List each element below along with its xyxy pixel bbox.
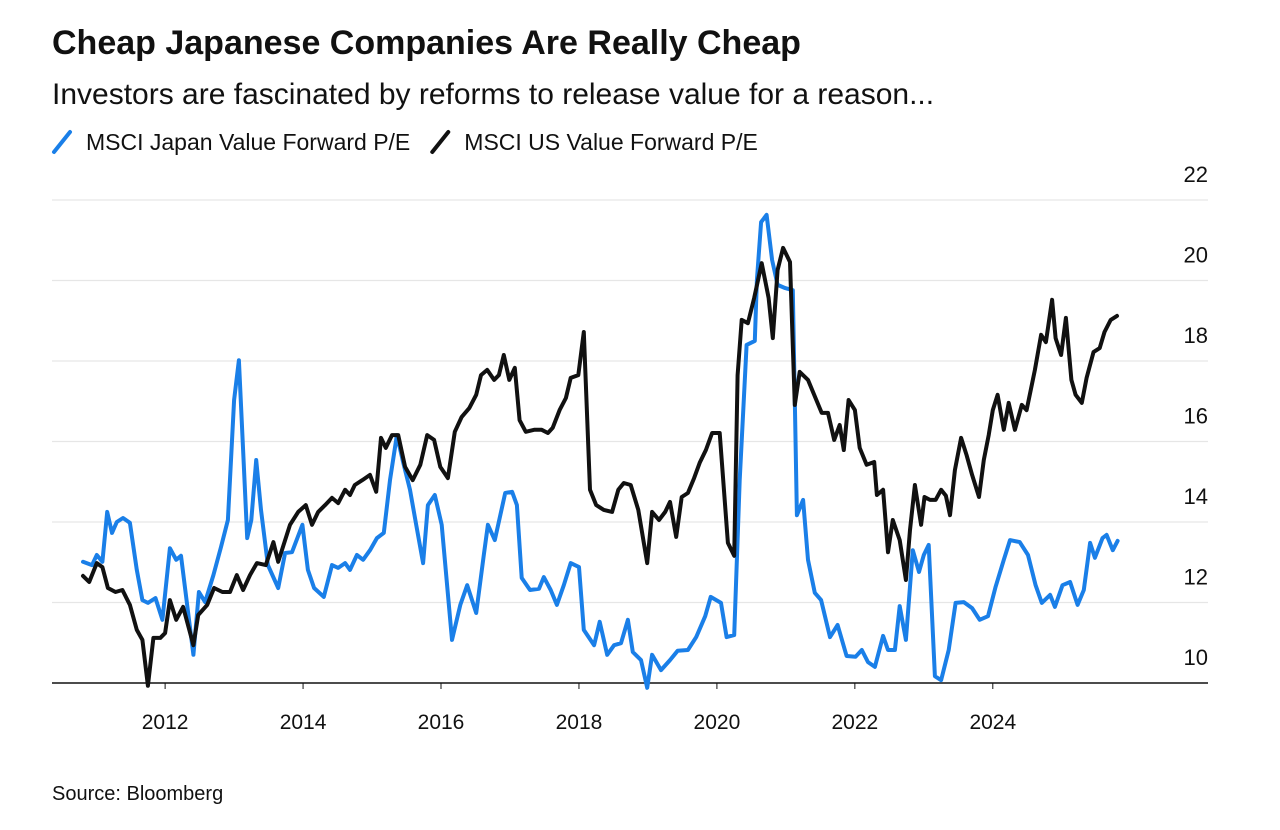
series-line	[81, 212, 1120, 690]
y-tick-label: 16	[1184, 404, 1208, 429]
y-tick-label: 22	[1184, 162, 1208, 187]
x-tick-label: 2024	[969, 711, 1016, 734]
legend-label: MSCI Japan Value Forward P/E	[86, 129, 410, 155]
y-tick-label: 20	[1184, 243, 1208, 268]
y-tick-label: 12	[1184, 565, 1208, 590]
x-tick-label: 2014	[280, 711, 327, 734]
y-tick-label: 14	[1184, 484, 1208, 509]
legend-label: MSCI US Value Forward P/E	[464, 129, 758, 155]
series-line	[81, 245, 1119, 688]
x-tick-label: 2016	[418, 711, 465, 734]
chart-subtitle: Investors are fascinated by reforms to r…	[52, 78, 934, 111]
legend: MSCI Japan Value Forward P/E MSCI US Valu…	[52, 129, 758, 155]
source-note: Source: Bloomberg	[52, 783, 223, 805]
x-tick-label: 2012	[142, 711, 189, 734]
y-tick-label: 10	[1184, 645, 1208, 670]
legend-swatch	[430, 130, 451, 154]
y-tick-label: 18	[1184, 323, 1208, 348]
legend-swatch	[52, 130, 72, 154]
chart-title: Cheap Japanese Companies Are Really Chea…	[52, 24, 801, 62]
x-tick-label: 2018	[556, 711, 603, 734]
x-tick-label: 2022	[831, 711, 878, 734]
x-tick-label: 2020	[694, 711, 741, 734]
